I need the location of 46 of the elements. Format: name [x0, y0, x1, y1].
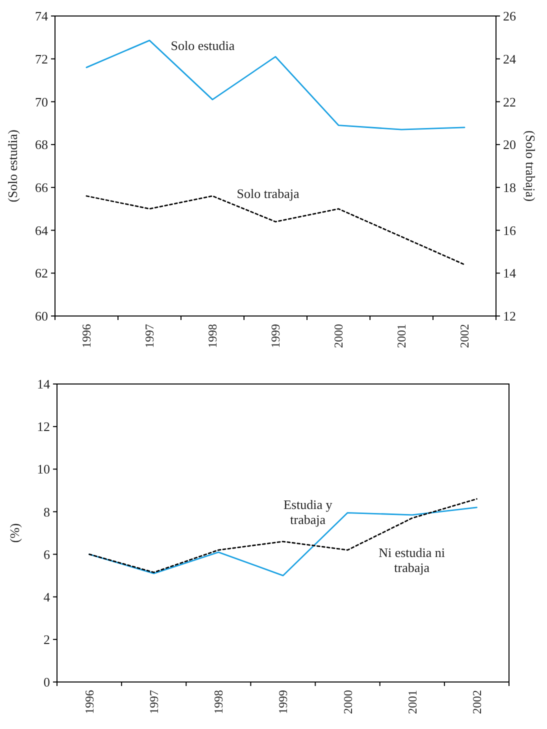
y-tick-label: 68 — [35, 137, 48, 152]
y2-tick-label: 18 — [503, 180, 516, 195]
y-tick-label: 74 — [35, 8, 48, 24]
series-label: Solo estudia — [170, 38, 235, 53]
x-tick-label: 1997 — [142, 324, 157, 348]
x-tick-label: 2000 — [340, 690, 355, 714]
x-tick-label: 1997 — [147, 690, 162, 714]
y2-tick-label: 16 — [503, 222, 516, 238]
y-tick-label: 12 — [37, 419, 50, 434]
series-label: Estudia y trabaja — [283, 497, 333, 528]
x-tick-label: 1998 — [206, 324, 220, 348]
y2-tick-label: 20 — [503, 137, 516, 152]
y2-tick-label: 12 — [503, 308, 516, 324]
x-tick-label: 2000 — [332, 324, 346, 348]
x-tick-label: 1999 — [276, 690, 290, 714]
y-tick-label: 62 — [35, 266, 48, 281]
x-tick-label: 1998 — [212, 690, 226, 714]
y2-tick-label: 24 — [503, 51, 516, 66]
y-tick-label: 14 — [37, 376, 50, 392]
y2-axis-title: (Solo trabaja) — [523, 130, 538, 202]
y-tick-label: 8 — [44, 504, 50, 520]
y-axis-title: (Solo estudia) — [5, 130, 20, 202]
y2-tick-label: 26 — [503, 8, 516, 24]
x-tick-label: 2002 — [470, 690, 484, 714]
y-tick-label: 60 — [35, 308, 48, 324]
x-tick-label: 1996 — [82, 690, 96, 714]
line-series — [86, 40, 466, 130]
series-label: Solo trabaja — [236, 186, 300, 202]
x-tick-label: 2001 — [405, 690, 420, 714]
x-tick-label: 2001 — [394, 324, 409, 348]
y2-tick-label: 22 — [503, 94, 516, 110]
x-tick-label: 2002 — [458, 324, 472, 348]
y-tick-label: 66 — [35, 180, 48, 195]
y-axis-title: (%) — [7, 523, 22, 543]
x-tick-label: 1996 — [80, 324, 94, 348]
series-label: Ni estudia ni trabaja — [378, 544, 446, 575]
y-tick-label: 10 — [37, 462, 50, 477]
x-tick-label: 1999 — [268, 324, 283, 348]
y-tick-label: 4 — [44, 589, 50, 604]
y-tick-label: 0 — [44, 674, 50, 690]
y2-tick-label: 14 — [503, 266, 516, 281]
y-tick-label: 70 — [35, 94, 48, 110]
y-tick-label: 6 — [44, 546, 50, 562]
y-tick-label: 2 — [44, 632, 50, 647]
y-tick-label: 72 — [35, 51, 48, 66]
y-tick-label: 64 — [35, 222, 48, 238]
